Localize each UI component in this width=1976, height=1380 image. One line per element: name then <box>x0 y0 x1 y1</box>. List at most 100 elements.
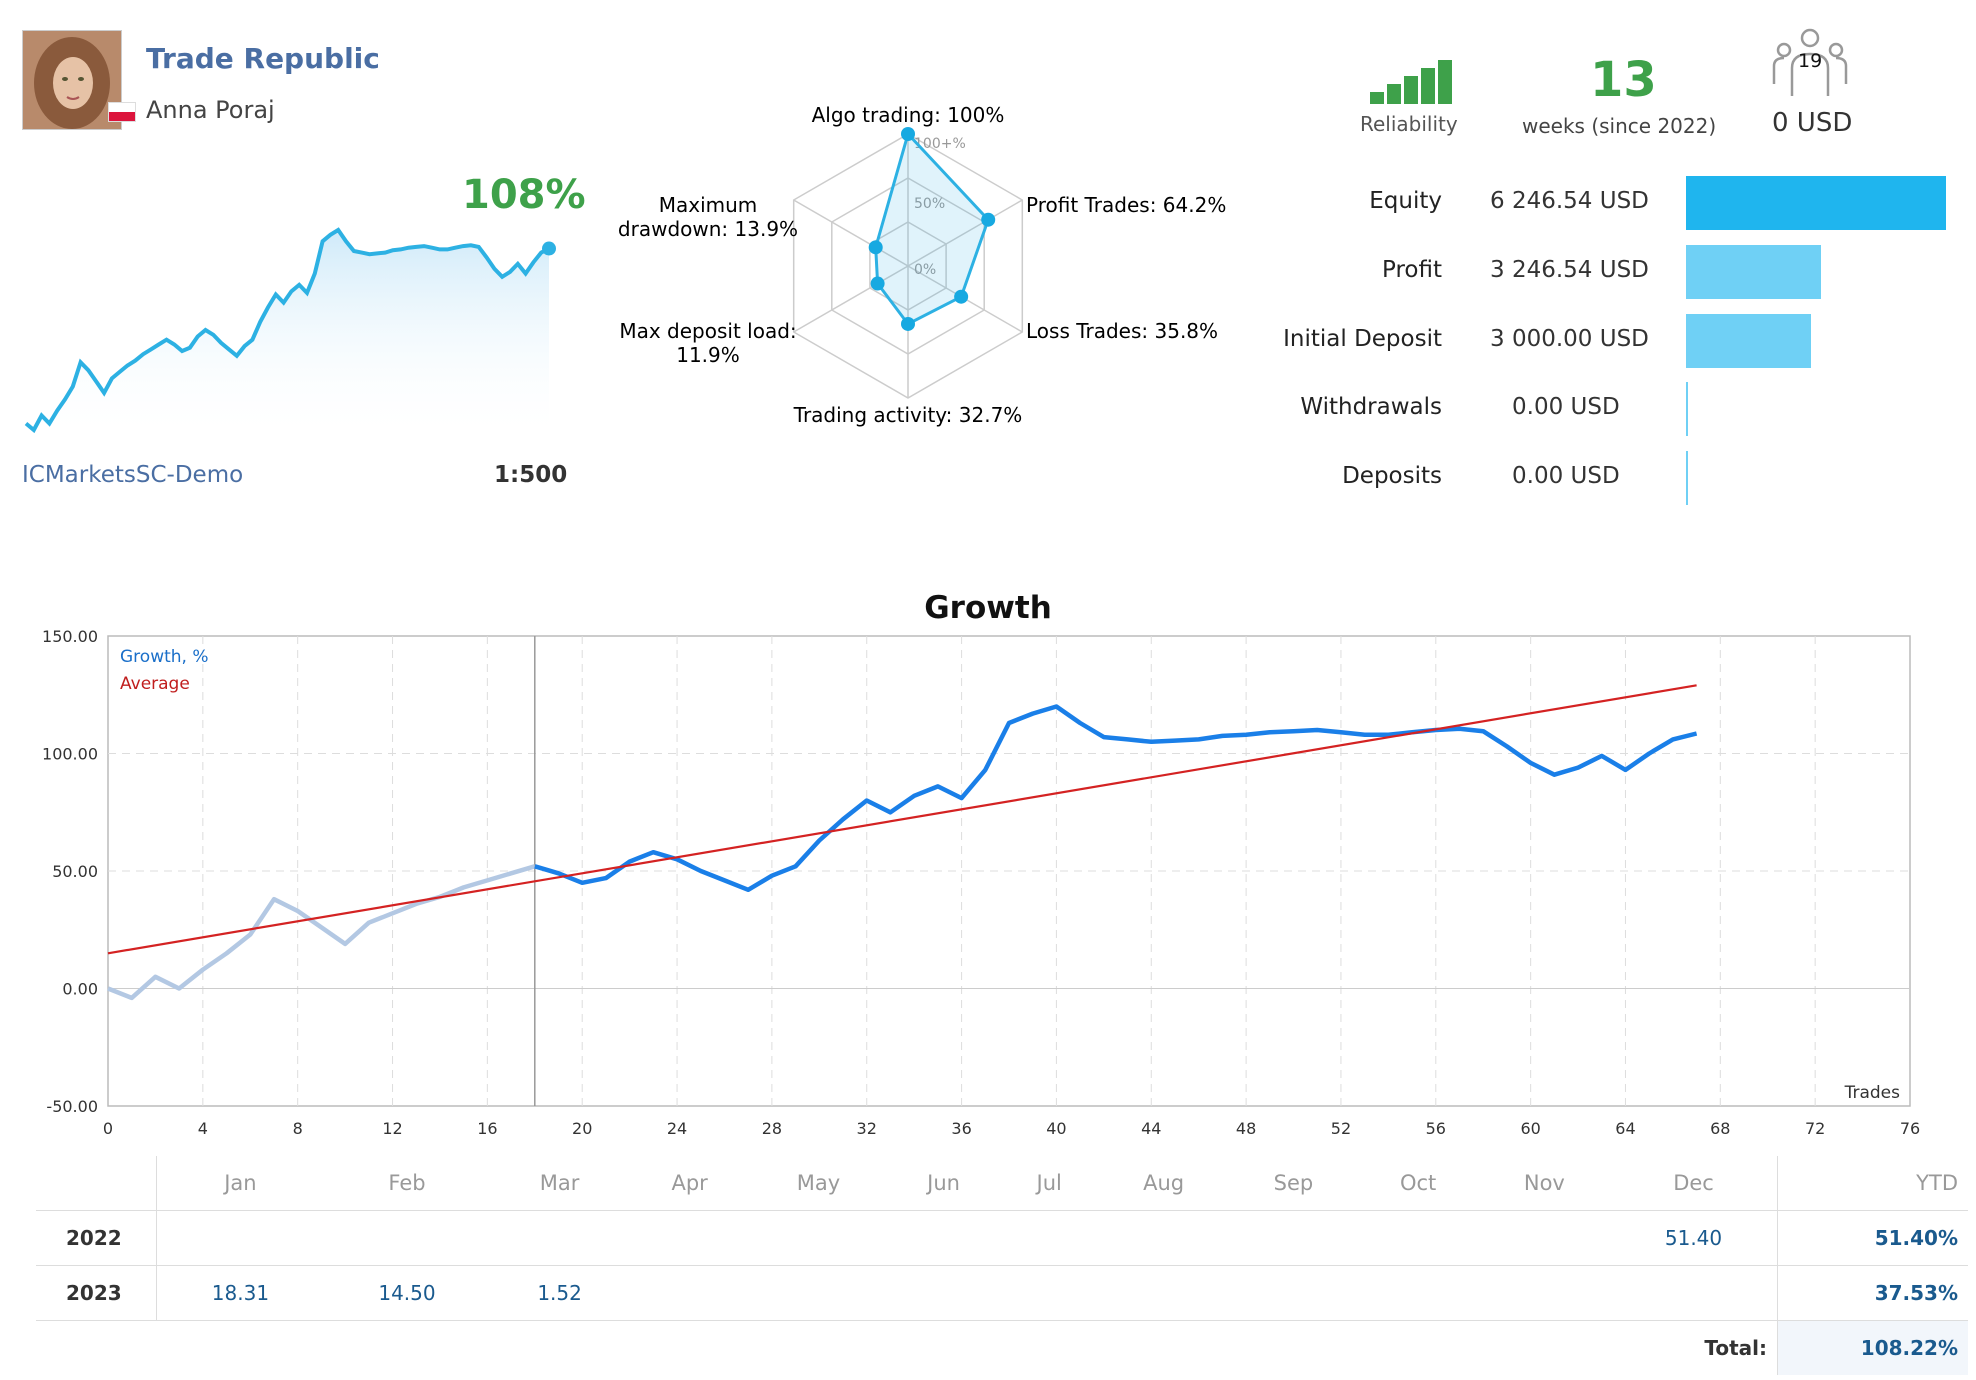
stat-label-profit: Profit <box>1382 257 1442 283</box>
x-tick-label: 16 <box>477 1119 497 1138</box>
growth-line-history <box>107 864 536 1001</box>
month-cell <box>886 1265 1001 1321</box>
x-tick-label: 28 <box>762 1119 782 1138</box>
y-tick-label: 0.00 <box>62 980 98 999</box>
month-header: May <box>750 1156 887 1211</box>
radar-ring-100: 100+% <box>914 136 966 152</box>
x-tick-label: 40 <box>1046 1119 1066 1138</box>
total-value: 108.22% <box>1777 1320 1968 1375</box>
radar-label-dd-2: drawdown: 13.9% <box>618 217 798 241</box>
stat-bar-equity <box>1686 176 1946 230</box>
stat-bar-deposits <box>1686 451 1688 505</box>
month-cell <box>750 1210 887 1266</box>
legend-growth: Growth, % <box>120 647 209 667</box>
x-tick-label: 76 <box>1900 1119 1920 1138</box>
growth-line <box>534 704 1698 893</box>
month-header: Aug <box>1097 1156 1230 1211</box>
month-cell <box>490 1210 630 1266</box>
growth-series <box>107 684 1698 1001</box>
x-tick-label: 24 <box>667 1119 687 1138</box>
radar-label-load-1: Max deposit load: <box>619 319 796 343</box>
avatar[interactable] <box>22 30 122 130</box>
stat-bar-withdrawals <box>1686 382 1688 436</box>
stat-value-deposits: 0.00 USD <box>1512 463 1620 489</box>
stat-value-initial-deposit: 3 000.00 USD <box>1490 326 1649 352</box>
radar-point-drawdown <box>868 240 883 255</box>
avatar-image <box>23 31 121 129</box>
stat-label-withdrawals: Withdrawals <box>1300 394 1442 420</box>
radar-point-profit <box>981 212 996 227</box>
broker-server[interactable]: ICMarketsSC-Demo <box>22 462 244 488</box>
radar-spoke <box>907 199 1023 267</box>
leverage-value: 1:500 <box>494 462 568 488</box>
stat-value-withdrawals: 0.00 USD <box>1512 394 1620 420</box>
x-tick-label: 52 <box>1331 1119 1351 1138</box>
stat-bar-profit <box>1686 245 1822 299</box>
table-row: 2022 51.40 51.40% <box>36 1210 1968 1266</box>
weeks-count: 13 <box>1590 52 1657 108</box>
growth-chart: 0 4 8 12 16 20 24 28 32 36 40 44 48 52 56 60 64 68 72 76-50… <box>42 627 1920 1138</box>
average-line <box>107 684 1697 955</box>
stat-label-equity: Equity <box>1369 188 1442 214</box>
radar-spoke <box>793 265 909 333</box>
radar-spoke <box>793 199 909 267</box>
y-tick-label: 150.00 <box>42 627 98 646</box>
month-cell <box>1478 1210 1611 1266</box>
month-header: Jan <box>156 1156 324 1211</box>
weeks-label: weeks (since 2022) <box>1522 114 1717 138</box>
mini-growth-chart <box>24 227 556 440</box>
x-tick-label: 20 <box>572 1119 592 1138</box>
radar-label-load-2: 11.9% <box>676 343 740 367</box>
x-tick-label: 8 <box>293 1119 303 1138</box>
reliability-label: Reliability <box>1360 112 1458 136</box>
month-cell: 14.50 <box>323 1265 491 1321</box>
month-header: Sep <box>1229 1156 1358 1211</box>
mini-growth-area <box>26 230 549 440</box>
author-name[interactable]: Anna Poraj <box>146 96 275 124</box>
x-tick-label: 44 <box>1141 1119 1161 1138</box>
stat-bar-initial-deposit <box>1686 314 1811 368</box>
year-header <box>36 1156 157 1211</box>
ytd-cell: 51.40% <box>1777 1210 1968 1266</box>
x-tick-label: 60 <box>1520 1119 1540 1138</box>
ytd-cell: 37.53% <box>1777 1265 1968 1321</box>
month-cell <box>629 1265 751 1321</box>
month-cell <box>1000 1265 1098 1321</box>
x-tick-label: 64 <box>1615 1119 1635 1138</box>
ytd-header: YTD <box>1777 1156 1968 1211</box>
stat-value-profit: 3 246.54 USD <box>1490 257 1649 283</box>
table-row: 2023 18.31 14.50 1.52 37.53% <box>36 1265 1968 1321</box>
month-header: Dec <box>1610 1156 1778 1211</box>
x-tick-label: 36 <box>951 1119 971 1138</box>
radar-label-loss: Loss Trades: 35.8% <box>1026 319 1218 343</box>
month-header: Oct <box>1357 1156 1479 1211</box>
strategy-title[interactable]: Trade Republic <box>146 42 380 75</box>
total-row: Total: 108.22% <box>36 1320 1968 1375</box>
reliability-icon <box>1370 60 1452 104</box>
x-tick-label: 48 <box>1236 1119 1256 1138</box>
radar-point-load <box>870 276 885 291</box>
subscribers-icon <box>1772 28 1848 96</box>
x-tick-label: 4 <box>198 1119 208 1138</box>
x-tick-label: 68 <box>1710 1119 1730 1138</box>
month-cell <box>1610 1265 1778 1321</box>
mini-growth-endpoint <box>542 241 556 256</box>
stat-label-deposits: Deposits <box>1342 463 1442 489</box>
month-cell <box>886 1210 1001 1266</box>
radar-label-profit: Profit Trades: 64.2% <box>1026 193 1226 217</box>
month-cell <box>1357 1265 1479 1321</box>
radar-point-algo <box>901 127 915 141</box>
x-tick-label: 32 <box>857 1119 877 1138</box>
growth-grid <box>107 635 1911 1107</box>
x-tick-label: 72 <box>1805 1119 1825 1138</box>
month-header: Jun <box>886 1156 1001 1211</box>
growth-percent: 108% <box>462 172 586 218</box>
month-header: Jul <box>1000 1156 1098 1211</box>
radar-ring-0: 0% <box>914 262 936 278</box>
x-tick-label: 12 <box>382 1119 402 1138</box>
x-tick-label: 0 <box>103 1119 113 1138</box>
stat-value-equity: 6 246.54 USD <box>1490 188 1649 214</box>
month-cell <box>1357 1210 1479 1266</box>
radar-polygon <box>874 131 990 326</box>
growth-axes: 0 4 8 12 16 20 24 28 32 36 40 44 48 52 56 60 64 68 72 76-50… <box>42 627 1920 1138</box>
